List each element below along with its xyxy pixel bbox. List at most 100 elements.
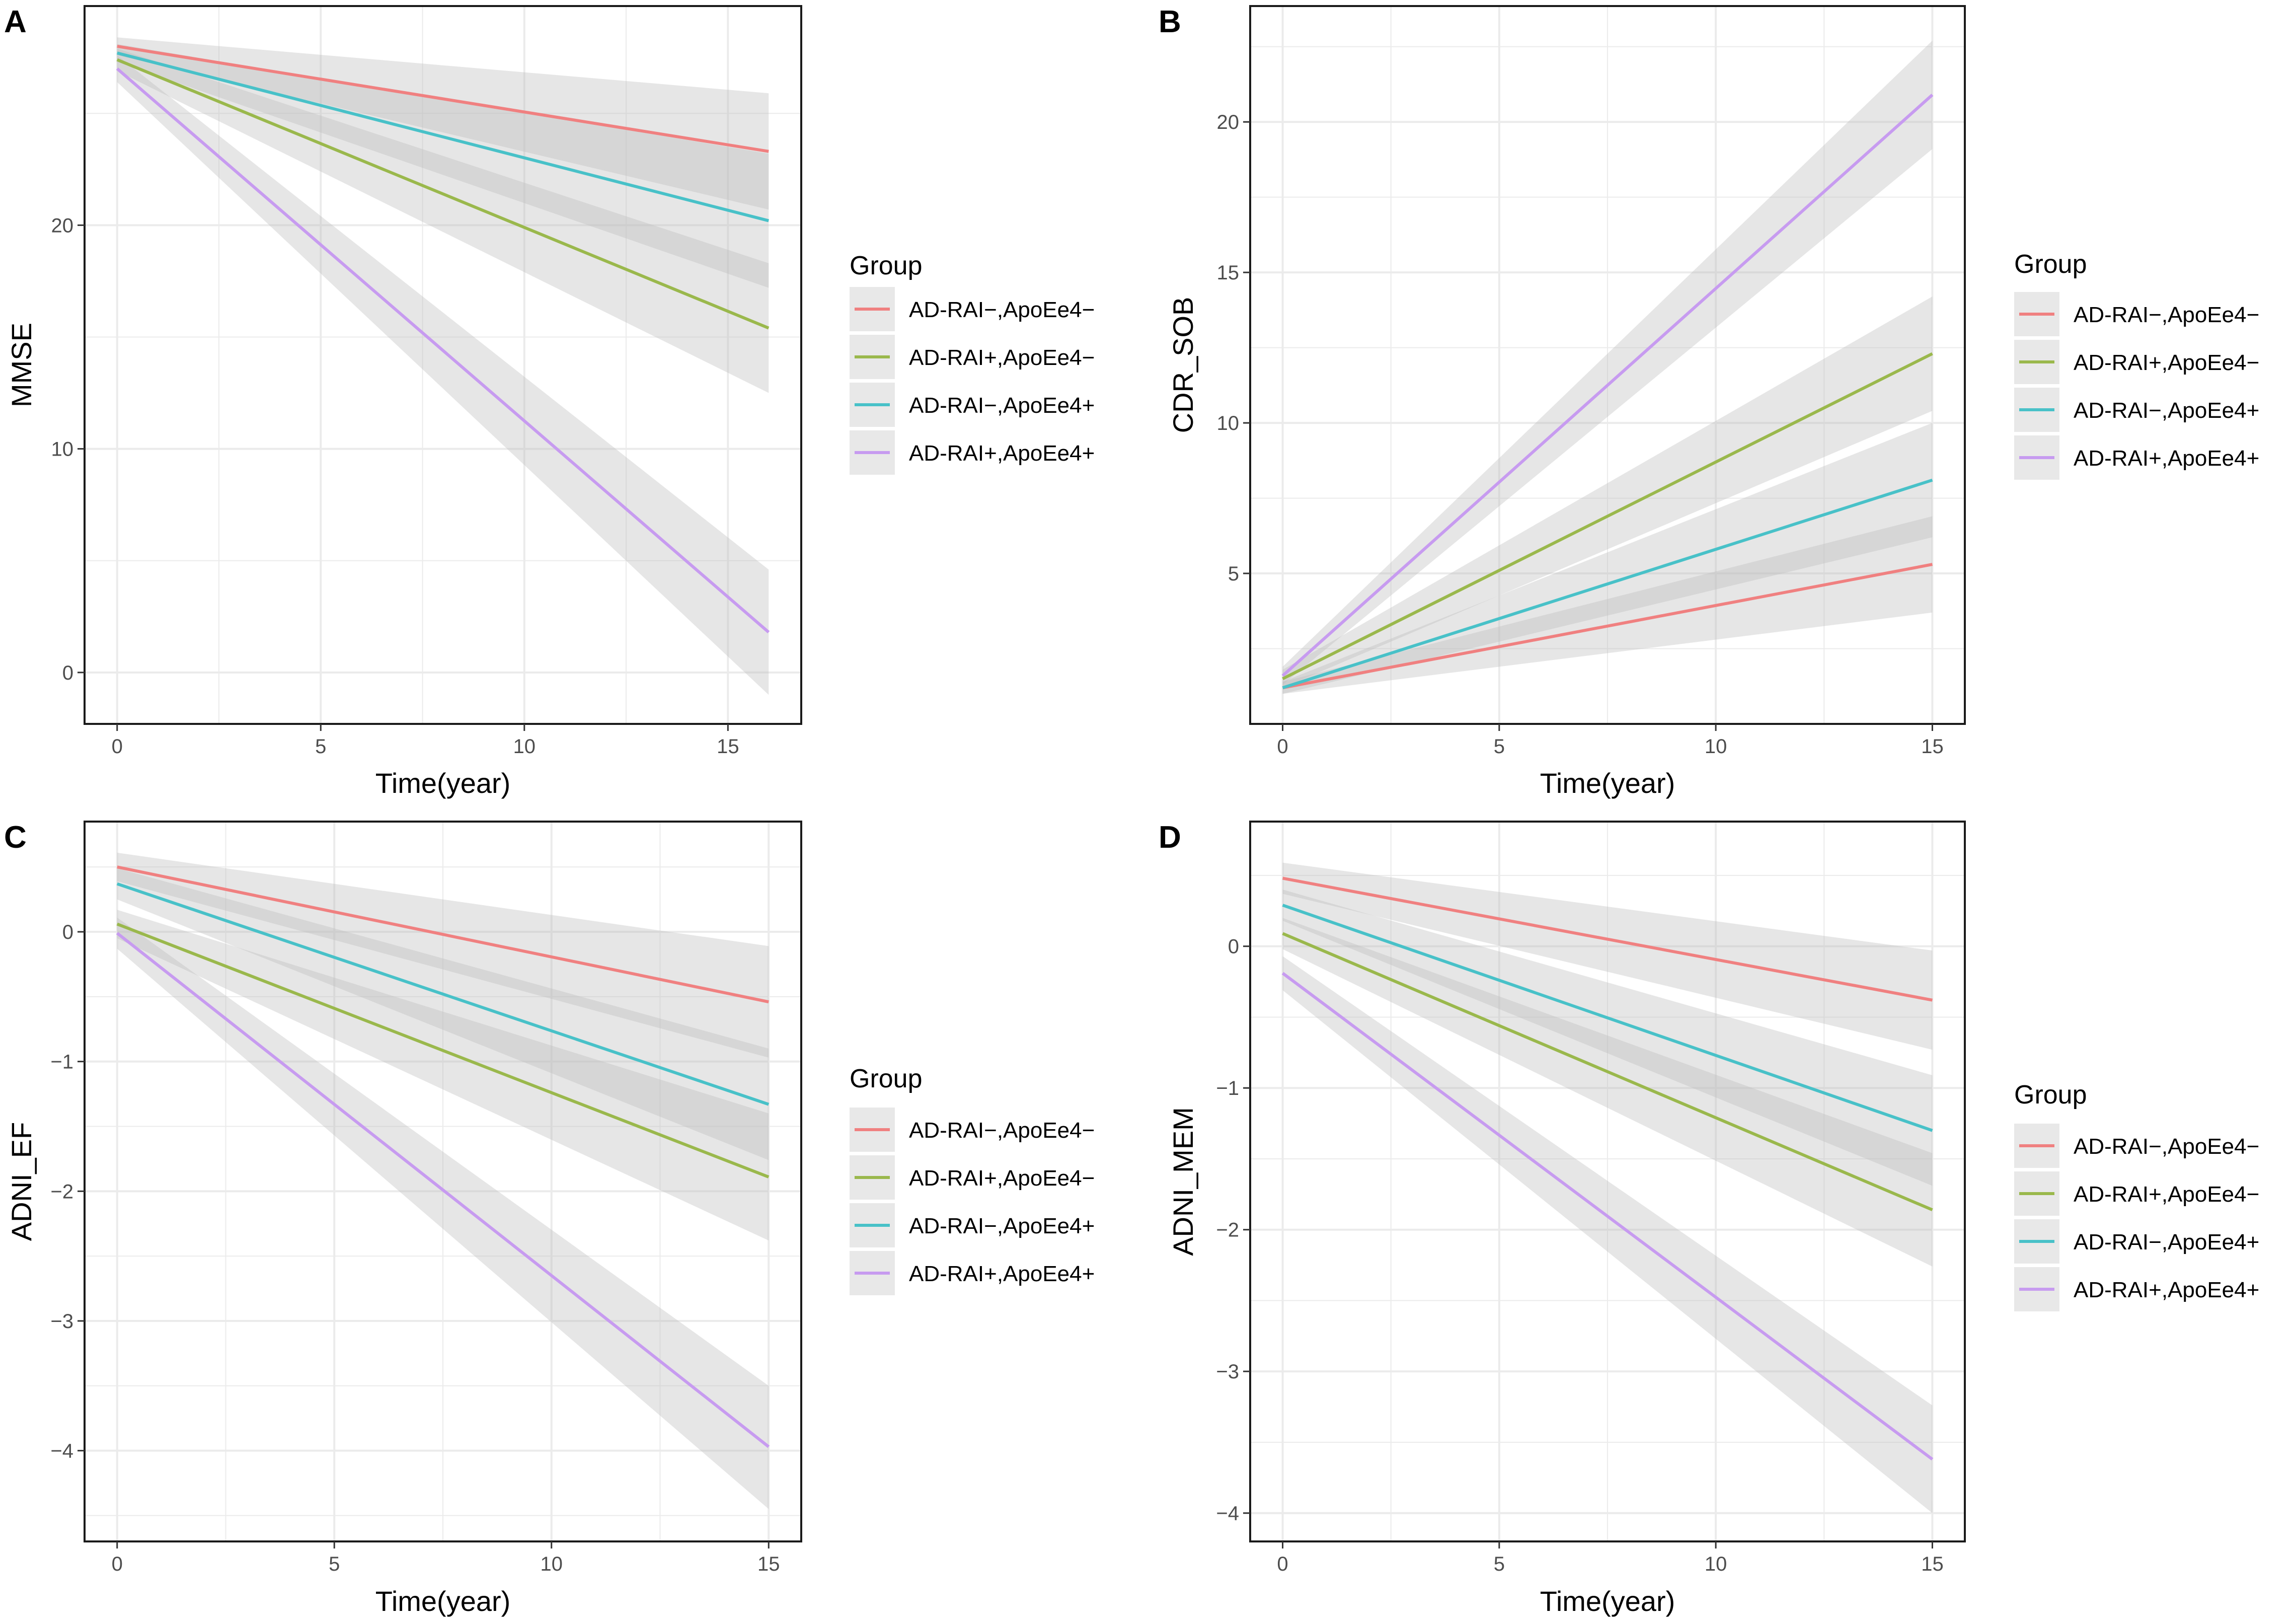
x-tick-label: 0 [112, 1553, 123, 1575]
ci-band [117, 44, 769, 288]
legend-label: AD-RAI+,ApoEe4+ [909, 1262, 1095, 1286]
x-axis-title: Time(year) [1540, 1585, 1675, 1617]
y-tick-label: 0 [62, 662, 73, 684]
series-line [116, 58, 770, 330]
series-line [116, 51, 770, 223]
legend-label: AD-RAI+,ApoEe4− [909, 345, 1095, 370]
legend-label: AD-RAI−,ApoEe4+ [909, 1214, 1095, 1238]
plot-border [84, 5, 802, 725]
ci-band [117, 868, 769, 1160]
x-tick-label: 10 [541, 1553, 563, 1575]
legend-label: AD-RAI−,ApoEe4− [909, 1118, 1095, 1143]
legend-label: AD-RAI+,ApoEe4− [2074, 350, 2259, 375]
panel-letter: C [4, 820, 27, 855]
x-tick-label: 15 [717, 735, 739, 758]
legend-label: AD-RAI+,ApoEe4+ [909, 441, 1095, 466]
ci-band [1282, 890, 1933, 1186]
panel-d: 0 5 10 15 0 −1 −2 −3 −4 Time(year) ADNI_MEM D Group A… [1159, 820, 2259, 1617]
legend: Group AD-RAI−,ApoEe4− AD-RAI+,ApoEe4− AD-RA… [850, 1064, 1095, 1295]
legend-label: AD-RAI−,ApoEe4+ [2074, 1230, 2259, 1255]
legend-label: AD-RAI+,ApoEe4+ [2074, 446, 2259, 471]
series-line [1282, 932, 1933, 1212]
ci-band [117, 852, 769, 1058]
y-tick-label: 20 [51, 214, 74, 237]
series-line [117, 865, 769, 1004]
y-axis-title: CDR_SOB [1167, 297, 1199, 433]
x-tick-label: 5 [329, 1553, 340, 1575]
x-tick-label: 0 [1277, 735, 1288, 758]
legend: Group AD-RAI−,ApoEe4− AD-RAI+,ApoEe4− AD-RA… [2014, 250, 2259, 480]
series-line [1282, 478, 1933, 690]
y-tick-label: −2 [1216, 1219, 1239, 1241]
y-tick-label: −4 [1216, 1503, 1239, 1525]
legend-label: AD-RAI−,ApoEe4+ [909, 393, 1095, 418]
series-line [116, 67, 770, 634]
ci-band [117, 48, 769, 393]
y-tick-label: −3 [50, 1310, 73, 1333]
y-tick-label: 15 [1217, 262, 1240, 284]
series-line [1281, 972, 1934, 1461]
panel-letter: B [1159, 5, 1181, 39]
ci-band [1282, 423, 1933, 694]
plot-background [85, 6, 801, 724]
ci-band [117, 55, 769, 695]
ci-band [1282, 516, 1933, 694]
legend-title: Group [850, 251, 923, 280]
legend-label: AD-RAI+,ApoEe4− [2074, 1182, 2259, 1207]
x-tick-label: 5 [1494, 735, 1505, 758]
panel-a: 0 5 10 15 0 10 20 Time(year) MMSE A Group AD-RAI−,A… [4, 5, 1095, 799]
x-tick-label: 10 [1705, 735, 1727, 758]
y-tick-label: 5 [1228, 563, 1239, 585]
y-tick-label: −1 [1216, 1077, 1239, 1099]
x-tick-label: 15 [1921, 735, 1944, 758]
plot-border [1249, 5, 1966, 725]
x-axis-title: Time(year) [1540, 767, 1675, 799]
x-tick-label: 15 [757, 1553, 780, 1575]
y-tick-label: 0 [62, 921, 73, 943]
ci-band [117, 917, 769, 1509]
ci-band [1282, 40, 1933, 685]
y-tick-label: −1 [50, 1051, 73, 1073]
legend: Group AD-RAI−,ApoEe4− AD-RAI+,ApoEe4− AD-RA… [2014, 1080, 2259, 1311]
y-tick-label: 10 [51, 438, 74, 461]
legend-label: AD-RAI−,ApoEe4− [2074, 303, 2259, 327]
y-axis-title: ADNI_EF [6, 1122, 37, 1241]
legend-title: Group [2014, 1080, 2087, 1110]
series-line [117, 45, 769, 153]
legend-title: Group [2014, 250, 2087, 279]
y-tick-label: 20 [1217, 111, 1240, 133]
series-line [1282, 904, 1933, 1132]
plot-border [1249, 821, 1966, 1542]
ci-band [117, 910, 769, 1241]
ci-band [1282, 918, 1933, 1267]
panel-letter: A [4, 5, 27, 39]
panel-letter: D [1159, 820, 1181, 855]
series-line [1281, 94, 1934, 677]
y-tick-label: −3 [1216, 1361, 1239, 1383]
y-axis-title: ADNI_MEM [1167, 1107, 1199, 1256]
legend-label: AD-RAI−,ApoEe4− [2074, 1134, 2259, 1159]
x-tick-label: 10 [1705, 1553, 1727, 1575]
panel-b: 0 5 10 15 5 10 15 20 Time(year) CDR_SOB B Group AD-R… [1159, 5, 2259, 799]
x-tick-label: 15 [1921, 1553, 1944, 1575]
plot-border [84, 821, 802, 1542]
legend-label: AD-RAI+,ApoEe4+ [2074, 1278, 2259, 1302]
legend: Group AD-RAI−,ApoEe4− AD-RAI+,ApoEe4− AD-RA… [850, 251, 1095, 475]
series-line [116, 922, 770, 1178]
series-line [1282, 876, 1933, 1002]
series-line [1282, 352, 1933, 680]
series-line [116, 932, 770, 1448]
x-axis-title: Time(year) [375, 1585, 511, 1617]
y-tick-label: 0 [1228, 936, 1239, 958]
x-tick-label: 5 [1494, 1553, 1505, 1575]
x-tick-label: 0 [1277, 1553, 1288, 1575]
series-line [116, 882, 770, 1106]
legend-label: AD-RAI−,ApoEe4+ [2074, 398, 2259, 423]
ci-band [117, 37, 769, 210]
panel-c: 0 5 10 15 0 −1 −2 −3 −4 Time(year) ADNI_EF C Group AD… [4, 820, 1095, 1617]
y-tick-label: 10 [1217, 412, 1240, 434]
ci-band [1282, 296, 1933, 688]
x-tick-label: 0 [112, 735, 123, 758]
legend-label: AD-RAI+,ApoEe4− [909, 1166, 1095, 1191]
